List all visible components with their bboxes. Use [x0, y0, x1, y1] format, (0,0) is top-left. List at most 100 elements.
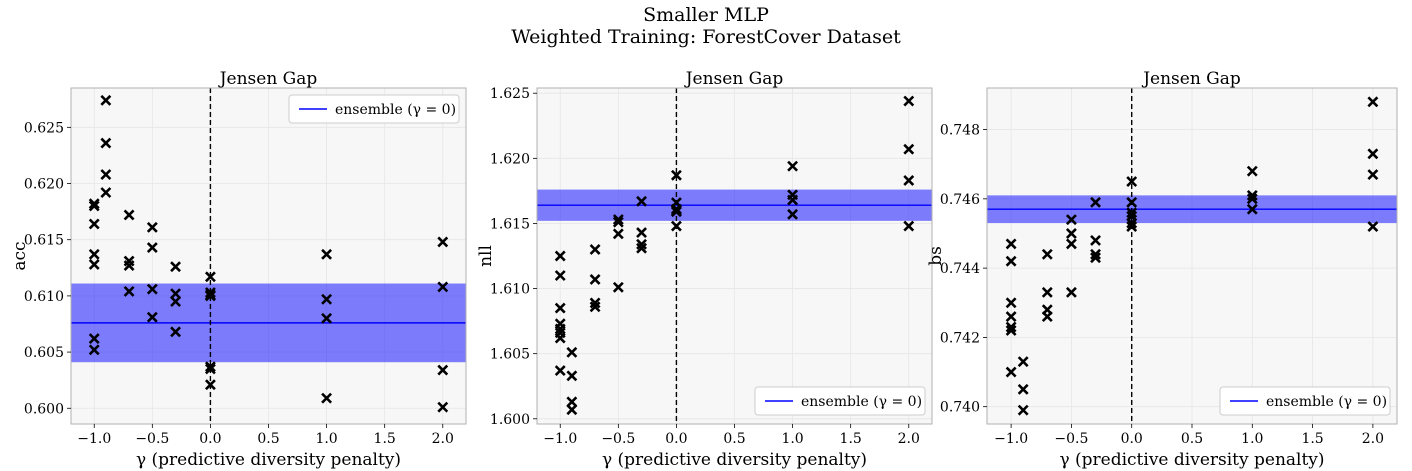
x-tick-label: −1.0 [994, 431, 1028, 447]
y-tick-label: 0.740 [940, 400, 980, 416]
data-point [1246, 193, 1258, 205]
chart-panel-acc: −1.0 −0.5 0.0 0.5 1.0 1.5 2.0 0.600 0.605 0.610 0.… [10, 69, 467, 470]
x-tick-label: 2.0 [432, 431, 454, 447]
data-point [1367, 148, 1379, 160]
data-point [1126, 210, 1138, 222]
data-point [636, 227, 647, 238]
x-tick-label: 1.5 [374, 431, 396, 447]
data-point [1065, 214, 1077, 226]
data-point [321, 312, 333, 324]
data-point [204, 379, 216, 391]
figure-title-line1: Smaller MLP [643, 4, 769, 26]
legend: ensemble (γ = 0) [288, 94, 460, 124]
y-axis-label: nll [476, 245, 496, 267]
y-axis-label: bs [926, 246, 946, 266]
data-point [1246, 203, 1258, 215]
x-tick-label: 1.0 [1241, 431, 1263, 447]
data-point [100, 187, 112, 198]
data-point [636, 195, 647, 207]
data-point [170, 296, 181, 307]
y-tick-label: 0.746 [940, 192, 980, 208]
data-point [1126, 221, 1138, 232]
data-point [437, 236, 449, 248]
data-point [170, 288, 181, 300]
y-tick-label: 0.742 [940, 330, 980, 346]
figure-title-line2: Weighted Training: ForestCover Dataset [511, 26, 901, 48]
x-tick-label: 1.5 [840, 431, 862, 447]
data-point [1126, 196, 1138, 208]
data-point [903, 175, 915, 186]
y-tick-label: 0.744 [940, 261, 980, 277]
data-point [554, 270, 566, 281]
data-point [100, 169, 112, 180]
data-point [321, 293, 333, 305]
data-point [554, 250, 566, 262]
data-point [1246, 165, 1258, 177]
data-point [1041, 311, 1053, 323]
x-tick-label: −0.5 [1054, 431, 1088, 447]
data-point [787, 194, 799, 206]
x-tick-label: −0.5 [135, 431, 169, 447]
data-point [612, 216, 624, 228]
legend-label: ensemble (γ = 0) [1266, 394, 1387, 410]
data-point [903, 143, 915, 155]
data-point [670, 220, 682, 232]
data-point [670, 169, 682, 181]
data-point [566, 396, 578, 408]
data-point [204, 361, 216, 373]
data-point [88, 248, 100, 260]
data-point [1005, 255, 1017, 267]
data-point [1065, 228, 1077, 239]
data-point [100, 137, 112, 149]
chart-panel-nll: −1.0 −0.5 0.0 0.5 1.0 1.5 2.0 1.600 1.605 1.610 1.… [476, 69, 933, 470]
data-point [612, 214, 624, 225]
panel-title: Jensen Gap [684, 69, 784, 89]
y-tick-label: 0.600 [24, 401, 64, 417]
y-axis-label: acc [10, 241, 30, 270]
data-point [589, 301, 601, 313]
legend: ensemble (γ = 0) [754, 386, 926, 416]
data-point [903, 95, 915, 107]
data-point [100, 94, 112, 106]
data-point [1005, 238, 1017, 250]
legend: ensemble (γ = 0) [1219, 386, 1391, 416]
data-point [1005, 366, 1017, 378]
data-point [88, 200, 100, 212]
data-point [1367, 169, 1379, 181]
figure-title: Smaller MLP Weighted Training: ForestCov… [0, 4, 1412, 48]
y-tick-label: 1.620 [490, 151, 530, 167]
data-point [1065, 238, 1077, 250]
data-point [787, 160, 799, 172]
legend-box [288, 94, 460, 124]
data-point [566, 370, 578, 382]
data-point [554, 365, 566, 377]
data-point [1367, 96, 1379, 108]
data-point [1017, 356, 1029, 368]
data-point [437, 364, 449, 376]
data-point [204, 271, 216, 283]
data-point [1126, 176, 1138, 187]
x-tick-label: 2.0 [898, 431, 920, 447]
x-tick-label: 0.5 [1181, 431, 1203, 447]
data-point [589, 244, 601, 255]
data-point [1005, 325, 1017, 336]
data-point [589, 274, 601, 285]
x-axis-label: γ (predictive diversity penalty) [136, 450, 401, 470]
data-point [1005, 297, 1017, 309]
y-tick-label: 1.605 [490, 347, 530, 363]
data-point [1041, 304, 1053, 316]
data-point [204, 290, 216, 302]
x-tick-label: −1.0 [77, 431, 111, 447]
data-point [566, 404, 578, 416]
data-point [612, 228, 624, 240]
y-tick-label: 0.605 [24, 345, 64, 361]
data-point [123, 260, 135, 271]
data-point [554, 302, 566, 314]
data-point [321, 392, 333, 404]
data-point [1090, 252, 1101, 264]
y-tick-label: 0.625 [24, 120, 64, 136]
data-point [437, 401, 449, 413]
x-tick-label: 0.0 [1121, 431, 1143, 447]
x-axis-label: γ (predictive diversity penalty) [602, 450, 867, 470]
